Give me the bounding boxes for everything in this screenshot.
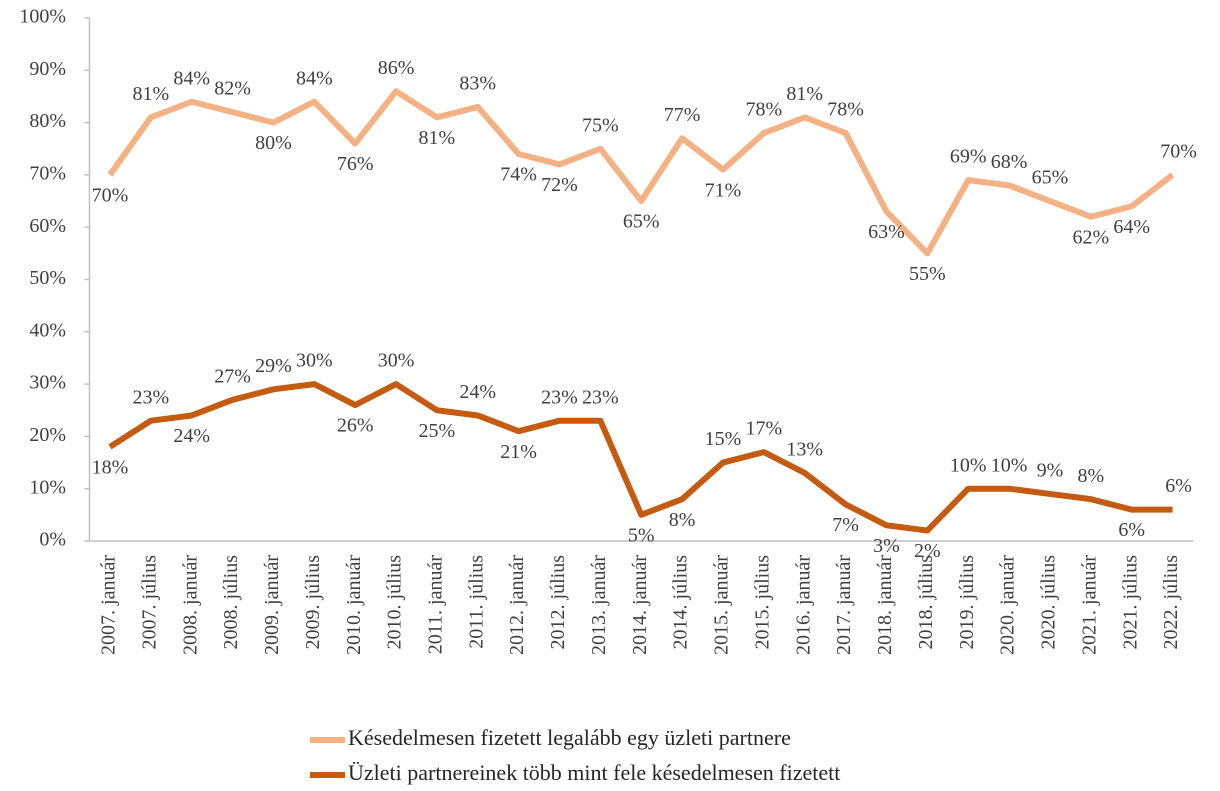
x-tick-label: 2021. július [1119, 555, 1141, 650]
data-label: 81% [786, 83, 823, 105]
x-tick-label: 2014. július [670, 555, 692, 650]
data-label: 81% [132, 83, 169, 105]
y-tick-label: 30% [29, 372, 66, 394]
data-label: 6% [1118, 519, 1145, 541]
data-label: 23% [582, 386, 619, 408]
data-label: 13% [786, 439, 823, 461]
y-tick-label: 40% [29, 319, 66, 341]
y-tick-label: 90% [29, 58, 66, 80]
y-tick-label: 80% [29, 110, 66, 132]
x-tick-label: 2009. július [302, 555, 324, 650]
data-label: 24% [173, 425, 210, 447]
data-label: 69% [950, 146, 987, 168]
x-tick-label: 2011. január [424, 555, 446, 655]
data-label: 18% [92, 456, 129, 478]
y-tick-label: 50% [29, 267, 66, 289]
data-label: 3% [873, 535, 900, 557]
y-tick-label: 10% [29, 476, 66, 498]
data-label: 23% [132, 386, 169, 408]
data-label: 17% [746, 418, 783, 440]
data-label: 21% [500, 441, 537, 463]
data-label: 80% [255, 132, 292, 154]
x-tick-label: 2010. január [343, 555, 365, 655]
data-label: 8% [669, 509, 696, 531]
data-label: 78% [827, 99, 864, 121]
data-label: 78% [746, 99, 783, 121]
x-tick-label: 2007. január [98, 555, 120, 655]
data-label: 5% [628, 524, 655, 546]
legend-label: Üzleti partnereinek több mint fele késed… [348, 760, 840, 785]
data-label: 24% [459, 381, 496, 403]
data-label: 10% [991, 454, 1028, 476]
x-tick-label: 2021. január [1078, 555, 1100, 655]
data-label: 86% [378, 57, 415, 79]
x-tick-label: 2020. január [997, 555, 1019, 655]
data-label: 27% [214, 365, 251, 387]
data-label: 75% [582, 114, 619, 136]
data-label: 8% [1077, 465, 1104, 487]
y-tick-label: 100% [19, 6, 66, 28]
data-label: 15% [705, 428, 742, 450]
data-label: 82% [214, 78, 251, 100]
x-tick-label: 2007. július [138, 555, 160, 650]
x-tick-label: 2013. január [588, 555, 610, 655]
data-label: 68% [991, 151, 1028, 173]
data-label: 70% [1160, 140, 1197, 162]
data-label: 26% [337, 415, 374, 437]
x-tick-label: 2008. január [179, 555, 201, 655]
series-line [108, 381, 1173, 534]
x-tick-label: 2010. július [384, 555, 406, 650]
x-tick-label: 2016. január [792, 555, 814, 655]
data-label: 84% [296, 67, 333, 89]
x-tick-label: 2020. július [1038, 555, 1060, 650]
data-label: 6% [1165, 475, 1192, 497]
data-label: 77% [664, 104, 701, 126]
x-tick-label: 2022. július [1160, 555, 1182, 650]
data-label: 81% [419, 127, 456, 149]
x-tick-label: 2018. január [874, 555, 896, 655]
x-tick-label: 2015. július [751, 555, 773, 650]
data-label: 25% [419, 420, 456, 442]
x-tick-label: 2015. január [711, 555, 733, 655]
x-tick-label: 2012. január [506, 555, 528, 655]
data-label: 76% [337, 153, 374, 175]
data-label: 62% [1072, 226, 1109, 248]
data-label: 10% [950, 454, 987, 476]
data-label: 7% [832, 514, 859, 536]
data-label: 72% [541, 174, 578, 196]
data-label: 83% [459, 73, 496, 95]
data-label: 63% [868, 221, 905, 243]
series-line [107, 88, 1175, 257]
legend-label: Késedelmesen fizetett legalább egy üzlet… [348, 725, 791, 750]
data-label: 65% [623, 211, 660, 233]
data-label: 55% [909, 263, 946, 285]
x-tick-label: 2011. július [465, 555, 487, 649]
data-label: 65% [1032, 167, 1069, 189]
x-tick-label: 2012. július [547, 555, 569, 650]
data-label: 23% [541, 386, 578, 408]
data-label: 30% [296, 350, 333, 372]
data-label: 2% [914, 540, 941, 562]
x-tick-label: 2009. január [261, 555, 283, 655]
data-label: 29% [255, 355, 292, 377]
y-tick-label: 0% [39, 529, 66, 551]
x-tick-label: 2008. július [220, 555, 242, 650]
y-tick-label: 60% [29, 215, 66, 237]
x-tick-label: 2017. január [833, 555, 855, 655]
x-tick-label: 2014. január [629, 555, 651, 655]
data-label: 84% [173, 67, 210, 89]
x-tick-label: 2019. július [956, 555, 978, 650]
y-tick-label: 70% [29, 162, 66, 184]
data-label: 9% [1037, 460, 1064, 482]
data-label: 70% [92, 184, 129, 206]
data-label: 71% [705, 179, 742, 201]
data-label: 74% [500, 164, 537, 186]
data-label: 64% [1113, 216, 1150, 238]
y-tick-label: 20% [29, 424, 66, 446]
data-label: 30% [378, 350, 415, 372]
x-tick-label: 2018. július [915, 555, 937, 650]
